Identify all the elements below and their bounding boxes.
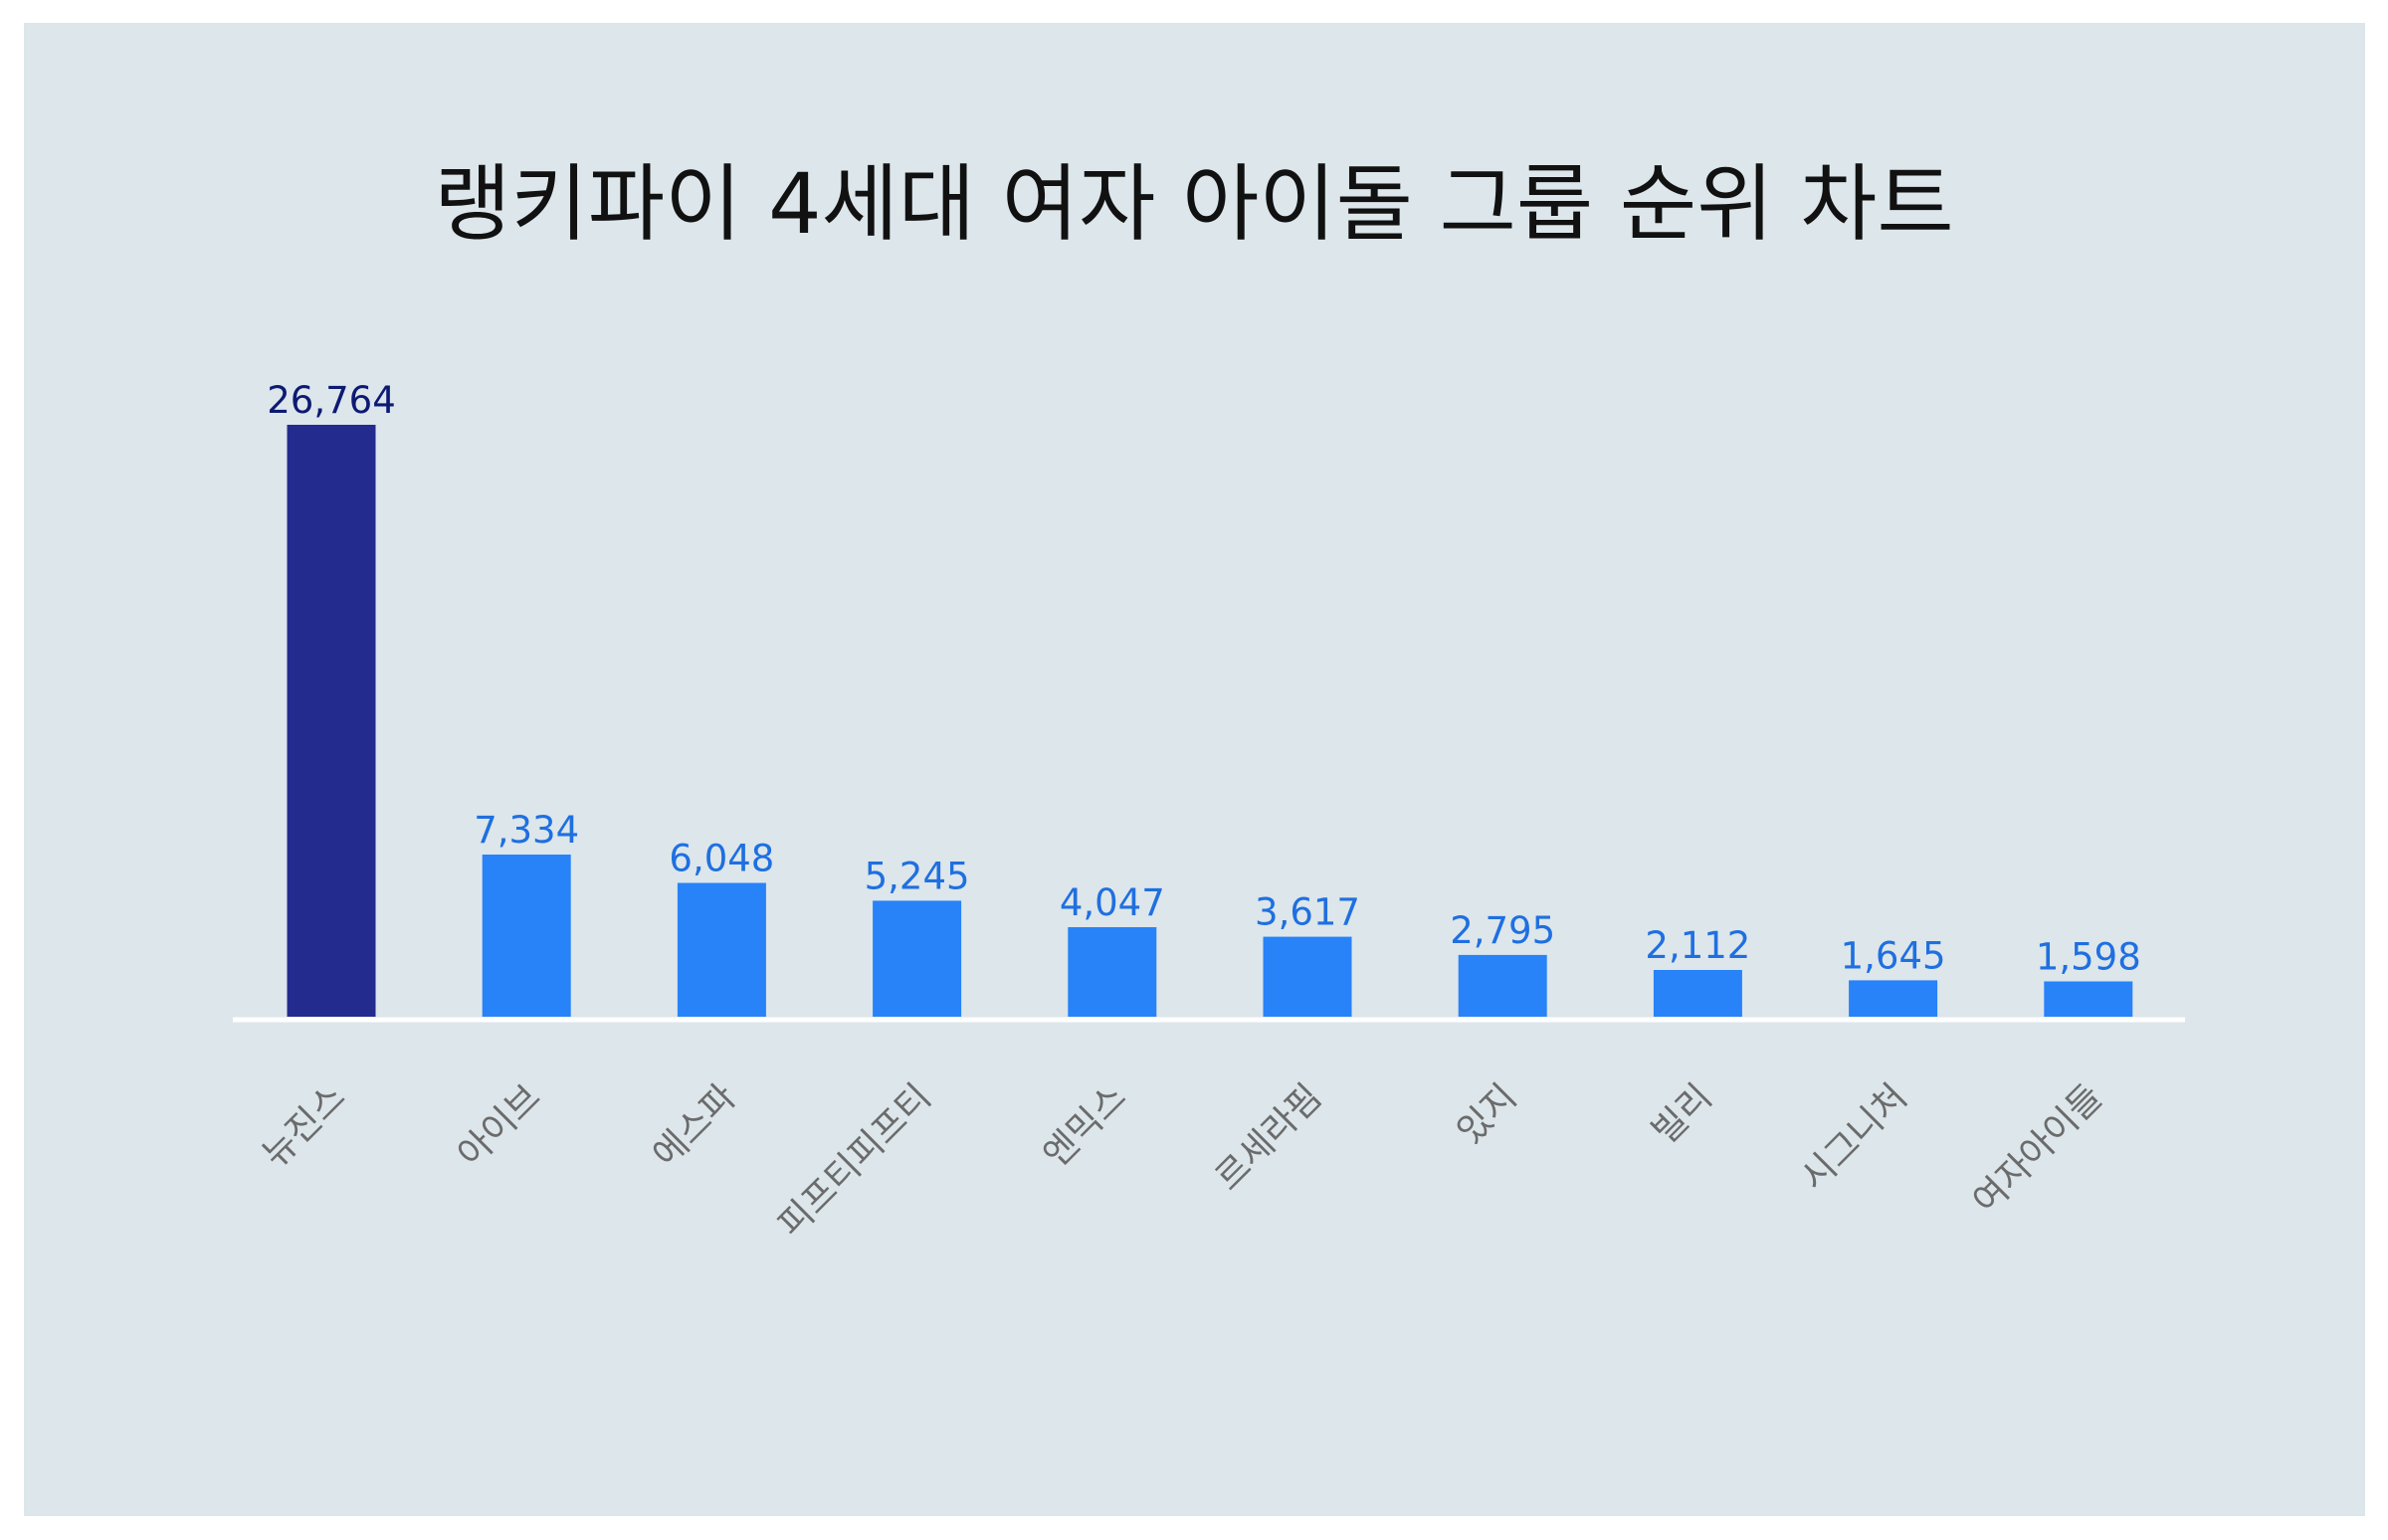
x-tick-label-7: 있지 bbox=[1450, 1076, 1525, 1152]
bar-8 bbox=[1653, 970, 1742, 1017]
data-label-7: 2,795 bbox=[1450, 909, 1555, 952]
data-label-10: 1,598 bbox=[2036, 936, 2141, 979]
bar-5 bbox=[1068, 927, 1157, 1017]
data-label-4: 5,245 bbox=[865, 855, 970, 897]
bar-7 bbox=[1458, 954, 1547, 1017]
bar-1 bbox=[287, 425, 376, 1017]
x-tick-label-6: 르세라핌 bbox=[1208, 1076, 1330, 1199]
data-label-9: 1,645 bbox=[1841, 934, 1946, 977]
bar-3 bbox=[677, 882, 766, 1017]
x-tick-label-2: 아이브 bbox=[450, 1076, 548, 1175]
data-label-1: 26,764 bbox=[267, 379, 395, 422]
data-label-2: 7,334 bbox=[474, 809, 579, 852]
x-tick-label-4: 피프티피프티 bbox=[770, 1076, 939, 1246]
chart-panel bbox=[24, 23, 2365, 1516]
data-label-8: 2,112 bbox=[1645, 924, 1750, 967]
x-tick-label-1: 뉴진스 bbox=[255, 1076, 353, 1175]
bar-10 bbox=[2044, 981, 2133, 1017]
bar-6 bbox=[1263, 936, 1352, 1017]
bar-4 bbox=[873, 900, 962, 1017]
x-tick-label-3: 에스파 bbox=[646, 1076, 744, 1175]
data-label-3: 6,048 bbox=[669, 838, 774, 880]
x-tick-label-5: 엔믹스 bbox=[1036, 1076, 1134, 1175]
chart-title: 랭키파이 4세대 여자 아이돌 그룹 순위 차트 bbox=[434, 155, 1954, 253]
data-label-6: 3,617 bbox=[1255, 891, 1360, 934]
x-tick-label-9: 시그니처 bbox=[1793, 1076, 1915, 1199]
x-tick-label-8: 빌리 bbox=[1645, 1076, 1720, 1152]
x-tick-label-10: 여자아이들 bbox=[1965, 1076, 2110, 1222]
bar-9 bbox=[1849, 980, 1938, 1017]
bar-2 bbox=[482, 855, 571, 1017]
data-label-5: 4,047 bbox=[1060, 881, 1165, 924]
